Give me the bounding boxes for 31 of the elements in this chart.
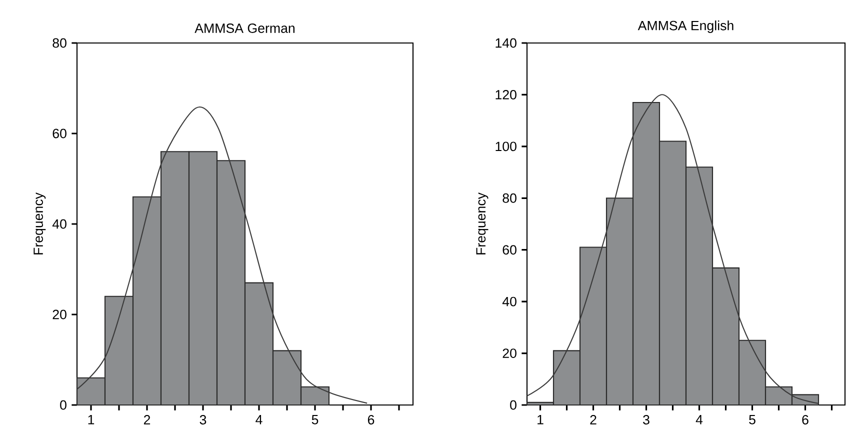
y-tick-label: 40 <box>502 296 516 306</box>
y-axis-title: Frequency <box>476 192 488 254</box>
y-tick-label: 100 <box>496 142 516 152</box>
line-series <box>526 94 820 404</box>
x-tick-label: 2 <box>144 415 150 424</box>
x-tick-label: 3 <box>200 415 206 424</box>
y-tick-label: 40 <box>52 219 66 229</box>
y-tick-label: 80 <box>52 38 66 48</box>
y-tick-label: 120 <box>496 90 516 100</box>
x-tick-label: 6 <box>368 415 374 424</box>
y-tick-label: 60 <box>52 128 66 138</box>
y-tick-label: 0 <box>60 400 66 410</box>
chart-title: AMMSA English <box>638 20 734 33</box>
y-tick-label: 140 <box>496 38 516 48</box>
y-tick-label: 20 <box>502 348 516 358</box>
y-tick-label: 0 <box>510 400 516 410</box>
x-tick-label: 5 <box>749 415 756 424</box>
chart-title: AMMSA German <box>194 24 294 33</box>
line-series <box>76 106 368 404</box>
y-tick-label: 20 <box>52 310 66 320</box>
x-tick-label: 4 <box>256 415 262 424</box>
x-tick-label: 1 <box>88 415 94 424</box>
y-tick-label: 60 <box>502 245 516 255</box>
x-tick-label: 4 <box>696 415 703 424</box>
y-tick-label: 80 <box>502 193 516 203</box>
x-tick-label: 6 <box>802 415 808 424</box>
x-tick-label: 5 <box>312 415 318 424</box>
x-tick-label: 1 <box>538 415 544 424</box>
x-tick-label: 2 <box>590 415 596 424</box>
x-tick-label: 3 <box>643 415 650 424</box>
y-axis-title: Frequency <box>34 192 46 254</box>
